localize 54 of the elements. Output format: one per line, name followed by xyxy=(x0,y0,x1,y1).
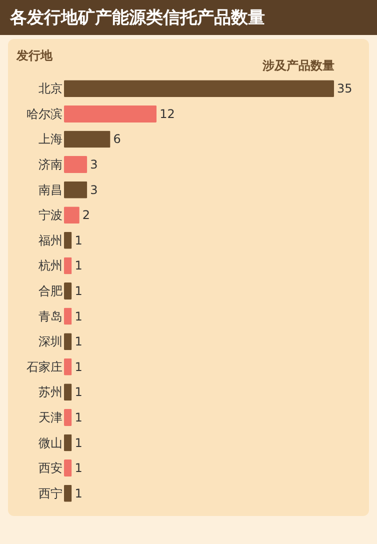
y-tick-label: 宁波 xyxy=(38,208,62,222)
y-tick-label: 福州 xyxy=(38,233,62,248)
bar xyxy=(64,232,72,249)
bar xyxy=(64,156,88,174)
data-label: 2 xyxy=(82,208,90,222)
y-tick-label: 合肥 xyxy=(38,284,62,298)
y-tick-label: 苏州 xyxy=(38,385,62,400)
y-tick-label: 杭州 xyxy=(38,258,62,273)
data-label: 3 xyxy=(90,182,98,197)
data-label: 1 xyxy=(74,410,82,424)
y-tick-label: 上海 xyxy=(38,132,62,146)
y-tick-label: 济南 xyxy=(38,158,62,172)
y-tick-label: 哈尔滨 xyxy=(26,106,62,121)
bar xyxy=(64,333,72,350)
data-label: 1 xyxy=(74,436,82,450)
y-tick-label: 微山 xyxy=(38,436,62,450)
bar xyxy=(64,105,157,122)
data-label: 1 xyxy=(74,486,82,500)
bar xyxy=(64,460,72,477)
bar xyxy=(64,408,72,426)
y-tick-label: 西宁 xyxy=(38,486,62,500)
data-label: 12 xyxy=(160,106,175,121)
bar xyxy=(64,484,72,502)
bar xyxy=(64,282,72,300)
bar xyxy=(64,434,72,452)
data-label: 1 xyxy=(74,233,82,248)
data-label: 35 xyxy=(337,82,352,96)
data-label: 1 xyxy=(74,309,82,324)
bar xyxy=(64,257,72,274)
y-tick-label: 南昌 xyxy=(38,182,62,197)
data-label: 1 xyxy=(74,284,82,298)
bar xyxy=(64,181,88,198)
chart-title: 各发行地矿产能源类信托产品数量 xyxy=(0,0,377,35)
y-tick-label: 石家庄 xyxy=(26,360,62,374)
data-label: 1 xyxy=(74,385,82,400)
data-label: 6 xyxy=(113,132,121,146)
y-tick-label: 西安 xyxy=(38,461,62,476)
data-label: 1 xyxy=(74,258,82,273)
data-label: 1 xyxy=(74,461,82,476)
bar xyxy=(64,130,110,148)
y-tick-label: 天津 xyxy=(38,410,62,424)
data-label: 1 xyxy=(74,334,82,349)
y-tick-label: 深圳 xyxy=(38,334,62,349)
bar xyxy=(64,358,72,376)
bar xyxy=(64,384,72,401)
y-tick-label: 青岛 xyxy=(38,309,62,324)
y-axis-title: 发行地 xyxy=(16,48,54,62)
data-label: 1 xyxy=(74,360,82,374)
bar xyxy=(64,308,72,325)
x-axis-title: 涉及产品数量 xyxy=(262,58,334,72)
bar xyxy=(64,80,334,98)
y-tick-label: 北京 xyxy=(38,82,62,96)
bar xyxy=(64,206,80,224)
data-label: 3 xyxy=(90,158,98,172)
